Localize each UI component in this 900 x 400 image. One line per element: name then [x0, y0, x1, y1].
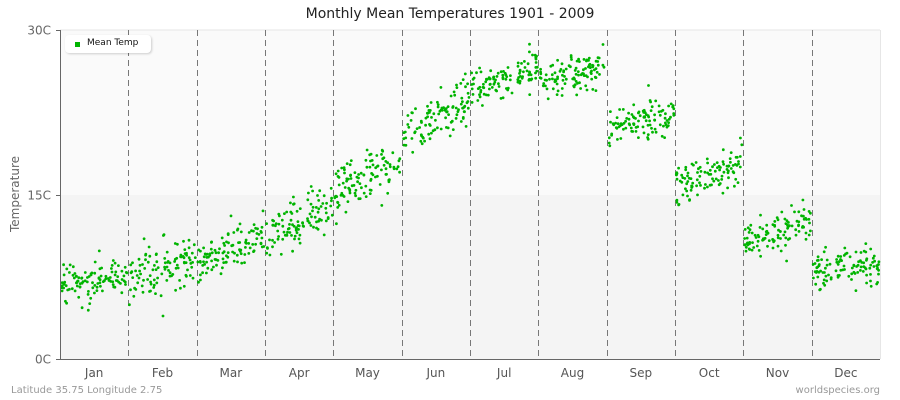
y-tick-label: 15C: [27, 189, 51, 203]
x-tick-label: Mar: [220, 366, 243, 380]
location-caption: Latitude 35.75 Longitude 2.75: [11, 385, 163, 396]
x-tick-label: Oct: [699, 366, 720, 380]
x-tick-label: Aug: [561, 366, 584, 380]
legend-swatch-icon: [75, 42, 80, 47]
y-tick-label: 0C: [35, 353, 51, 367]
x-tick-label: May: [355, 366, 380, 380]
month-separators: [128, 30, 813, 359]
x-tick-label: Jan: [84, 366, 104, 380]
source-caption: worldspecies.org: [795, 385, 880, 396]
y-ticks: 0C 15C 30C: [27, 24, 60, 367]
x-tick-labels: Jan Feb Mar Apr May Jun Jul Aug Sep Oct Nov Dec: [84, 366, 858, 380]
data-points: [60, 42, 881, 318]
chart-title: Monthly Mean Temperatures 1901 - 2009: [305, 6, 595, 22]
x-tick-label: Jun: [425, 366, 445, 380]
x-tick-label: Dec: [834, 366, 857, 380]
legend: Mean Temp: [65, 35, 151, 53]
x-tick-label: Jul: [496, 366, 511, 380]
x-tick-label: Nov: [766, 366, 789, 380]
x-tick-label: Feb: [152, 366, 173, 380]
x-tick-label: Sep: [630, 366, 653, 380]
legend-label: Mean Temp: [87, 38, 139, 48]
x-tick-label: Apr: [289, 366, 310, 380]
y-tick-label: 30C: [27, 24, 51, 38]
